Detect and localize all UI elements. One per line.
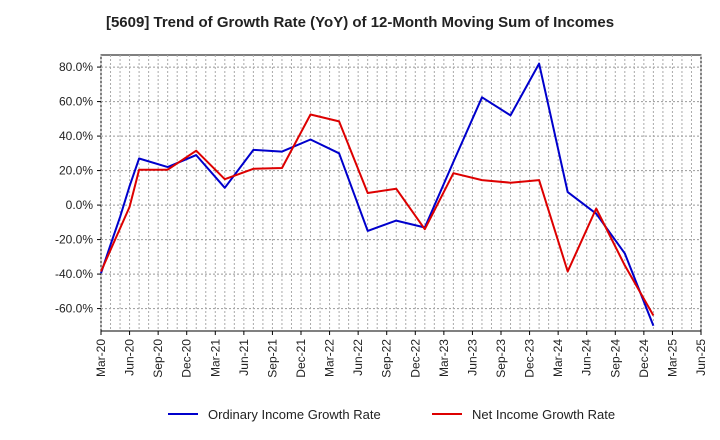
x-tick-label: Jun-23 bbox=[465, 339, 479, 376]
plot-area-border bbox=[100, 54, 702, 332]
legend: Ordinary Income Growth Rate Net Income Gr… bbox=[168, 407, 615, 422]
x-tick-label: Mar-24 bbox=[551, 339, 565, 377]
y-tick-label: 0.0% bbox=[66, 198, 94, 212]
x-tick-label: Mar-21 bbox=[208, 339, 222, 377]
x-tick-label: Jun-21 bbox=[237, 339, 251, 376]
y-tick-label: 60.0% bbox=[59, 95, 93, 109]
x-tick-label: Sep-24 bbox=[608, 339, 622, 378]
x-tick-label: Sep-21 bbox=[265, 339, 279, 378]
series-lines bbox=[100, 62, 655, 327]
x-tick-label: Mar-25 bbox=[665, 339, 679, 377]
series-line bbox=[100, 113, 655, 316]
x-tick-label: Dec-22 bbox=[408, 339, 422, 378]
x-axis-ticks: Mar-20 Jun-20 Sep-20 Dec-20 Mar-21 Jun-21 Sep-… bbox=[94, 331, 708, 378]
y-axis-ticks: 80.0% 60.0% 40.0% 20.0% 0.0% -20.0% -40.0% -60.… bbox=[55, 60, 101, 316]
x-tick-label: Sep-23 bbox=[494, 339, 508, 378]
y-tick-label: 20.0% bbox=[59, 164, 93, 178]
x-tick-label: Mar-23 bbox=[437, 339, 451, 377]
x-tick-label: Sep-22 bbox=[380, 339, 394, 378]
x-tick-label: Jun-22 bbox=[351, 339, 365, 376]
x-tick-label: Mar-20 bbox=[94, 339, 108, 377]
y-tick-label: -20.0% bbox=[55, 233, 93, 247]
grid-lines bbox=[100, 55, 702, 331]
y-tick-label: 40.0% bbox=[59, 129, 93, 143]
x-tick-label: Mar-22 bbox=[323, 339, 337, 377]
y-tick-label: -40.0% bbox=[55, 267, 93, 281]
x-tick-label: Jun-24 bbox=[580, 339, 594, 376]
x-tick-label: Jun-25 bbox=[694, 339, 708, 376]
x-tick-label: Jun-20 bbox=[123, 339, 137, 376]
legend-label: Net Income Growth Rate bbox=[472, 407, 615, 422]
x-tick-label: Dec-24 bbox=[637, 339, 651, 378]
y-tick-label: 80.0% bbox=[59, 60, 93, 74]
y-tick-label: -60.0% bbox=[55, 302, 93, 316]
x-tick-label: Dec-23 bbox=[523, 339, 537, 378]
x-tick-label: Dec-21 bbox=[294, 339, 308, 378]
x-tick-label: Sep-20 bbox=[151, 339, 165, 378]
chart-title: [5609] Trend of Growth Rate (YoY) of 12-… bbox=[105, 14, 615, 31]
x-tick-label: Dec-20 bbox=[180, 339, 194, 378]
legend-label: Ordinary Income Growth Rate bbox=[208, 407, 381, 422]
series-line bbox=[100, 62, 655, 327]
